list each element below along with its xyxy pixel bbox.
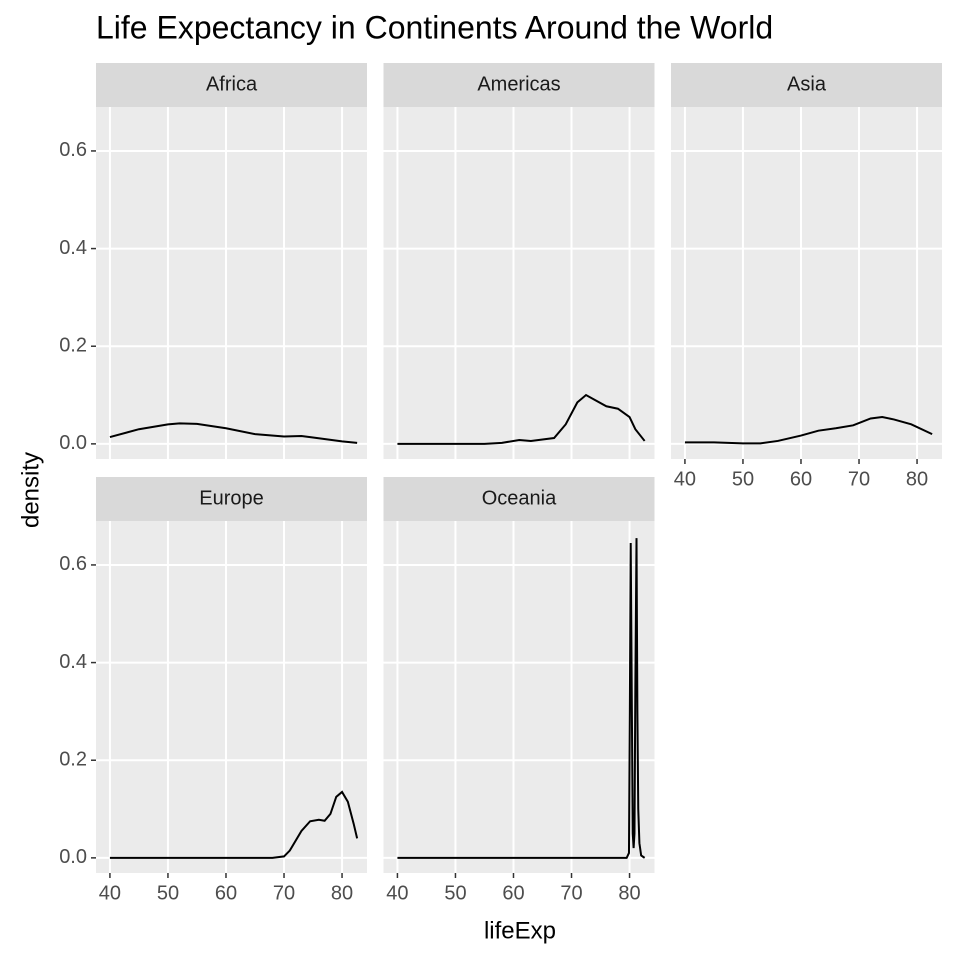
density-line (397, 393, 646, 445)
y-tick-label: 0.0 (59, 846, 87, 868)
density-line (109, 422, 358, 444)
y-axis-title: density (17, 452, 44, 528)
x-tick-label: 60 (790, 468, 812, 490)
strip-label: Europe (199, 487, 264, 509)
y-tick-label: 0.0 (59, 432, 87, 454)
y-tick-label: 0.2 (59, 749, 87, 771)
panel (96, 107, 367, 459)
y-tick-label: 0.6 (59, 553, 87, 575)
x-tick-label: 50 (732, 468, 754, 490)
y-tick-label: 0.4 (59, 237, 87, 259)
strip (383, 477, 655, 521)
strip (96, 477, 367, 521)
x-tick-label: 40 (386, 882, 408, 904)
strip-label: Africa (206, 73, 258, 95)
x-tick-label: 80 (331, 882, 353, 904)
x-tick-label: 70 (560, 882, 582, 904)
panel (671, 107, 942, 459)
x-tick-label: 60 (215, 882, 237, 904)
y-tick-label: 0.6 (59, 139, 87, 161)
y-tick-label: 0.4 (59, 651, 87, 673)
strip (96, 63, 367, 107)
x-axis-title: lifeExp (484, 917, 556, 944)
density-line (109, 790, 359, 859)
panel (96, 521, 367, 873)
strip-label: Asia (787, 73, 827, 95)
panel (383, 107, 655, 459)
x-tick-label: 50 (157, 882, 179, 904)
strip (383, 63, 655, 107)
x-tick-label: 80 (906, 468, 928, 490)
x-tick-label: 50 (444, 882, 466, 904)
strip-label: Americas (477, 73, 560, 95)
panel (383, 521, 655, 873)
y-tick-label: 0.2 (59, 335, 87, 357)
strip (671, 63, 942, 107)
strip-label: Oceania (482, 487, 557, 509)
x-tick-label: 60 (502, 882, 524, 904)
x-tick-label: 40 (99, 882, 121, 904)
x-tick-label: 70 (273, 882, 295, 904)
chart-title: Life Expectancy in Continents Around the… (96, 9, 773, 45)
x-tick-label: 80 (618, 882, 640, 904)
x-tick-label: 40 (674, 468, 696, 490)
x-tick-label: 70 (848, 468, 870, 490)
density-line (684, 415, 933, 445)
density-line (397, 538, 646, 859)
